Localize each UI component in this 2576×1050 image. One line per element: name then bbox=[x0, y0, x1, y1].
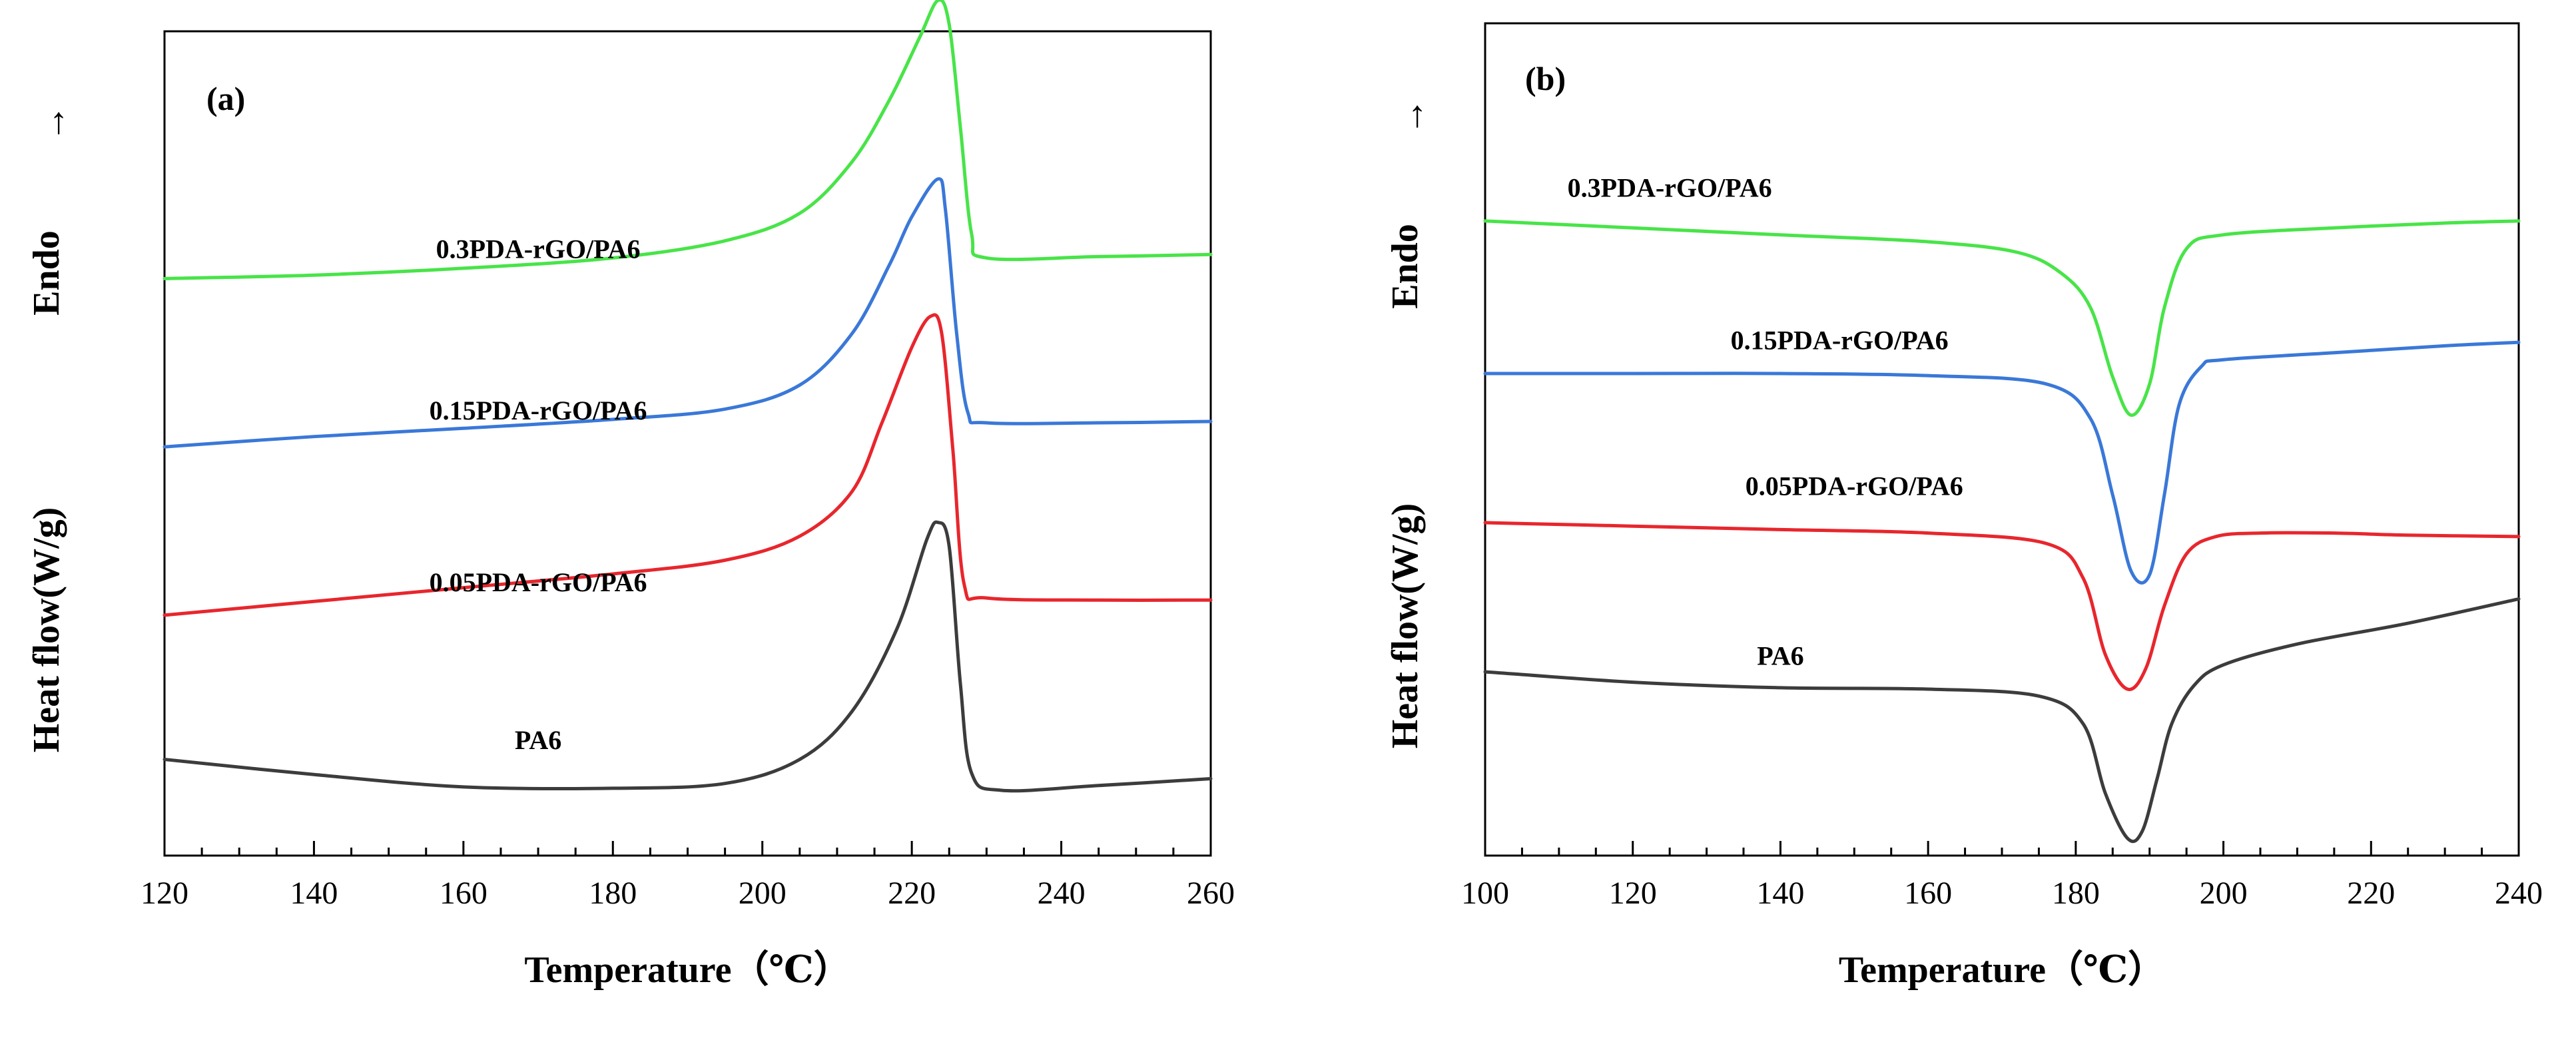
series-line-0-15pda-rgo-pa6 bbox=[1483, 340, 2521, 585]
x-tick-label: 180 bbox=[2052, 876, 2100, 911]
x-tick-label: 180 bbox=[589, 876, 637, 911]
y-axis-title: Heat flow(W/g) bbox=[1385, 503, 1426, 749]
series-line-0-05pda-rgo-pa6 bbox=[1483, 521, 2521, 691]
series-line-0-15pda-rgo-pa6 bbox=[162, 177, 1213, 449]
x-tick-label: 140 bbox=[290, 876, 338, 911]
x-tick-label: 200 bbox=[2200, 876, 2248, 911]
x-tick-label: 220 bbox=[2347, 876, 2395, 911]
series-label-0-3pda-rgo-pa6: 0.3PDA-rGO/PA6 bbox=[1568, 172, 1772, 202]
series-label-0-15pda-rgo-pa6: 0.15PDA-rGO/PA6 bbox=[430, 395, 647, 425]
x-axis-title: Temperature（℃） bbox=[1839, 949, 2165, 991]
x-tick-label: 240 bbox=[2495, 876, 2543, 911]
x-tick-label: 120 bbox=[141, 876, 188, 911]
series-label-pa6: PA6 bbox=[515, 725, 561, 755]
x-tick-label: 260 bbox=[1187, 876, 1235, 911]
series-line-pa6 bbox=[162, 520, 1213, 793]
plot-frame bbox=[1484, 22, 2520, 857]
panel-b: 100 120 140 160 180 200 220 240 Temperature（℃） He… bbox=[1385, 22, 2543, 991]
endo-arrow: ↑ bbox=[49, 101, 68, 142]
x-tick-label: 200 bbox=[739, 876, 787, 911]
x-tick-label: 240 bbox=[1038, 876, 1086, 911]
series-label-0-15pda-rgo-pa6: 0.15PDA-rGO/PA6 bbox=[1731, 326, 1949, 356]
endo-label: Endo bbox=[26, 230, 67, 316]
panel-label: (b) bbox=[1525, 60, 1566, 97]
series-label-pa6: PA6 bbox=[1757, 641, 1803, 671]
series-line-0-05pda-rgo-pa6 bbox=[162, 313, 1213, 617]
series-label-0-05pda-rgo-pa6: 0.05PDA-rGO/PA6 bbox=[1746, 471, 1963, 501]
panel-a: 120 140 160 180 200 220 240 260 Temperature（℃） He… bbox=[26, 0, 1235, 991]
x-tick-label: 160 bbox=[440, 876, 487, 911]
panel-label: (a) bbox=[206, 80, 245, 117]
y-axis-title: Heat flow(W/g) bbox=[26, 507, 67, 753]
x-tick-label: 120 bbox=[1609, 876, 1657, 911]
series-line-0-3pda-rgo-pa6 bbox=[162, 0, 1213, 280]
plot-frame bbox=[163, 30, 1212, 857]
x-tick-label: 220 bbox=[888, 876, 936, 911]
x-tick-label: 100 bbox=[1461, 876, 1509, 911]
x-tick-label: 140 bbox=[1756, 876, 1804, 911]
x-tick-label: 160 bbox=[1904, 876, 1952, 911]
series-line-pa6 bbox=[1483, 597, 2521, 844]
series-line-0-3pda-rgo-pa6 bbox=[1483, 219, 2521, 417]
endo-arrow: ↑ bbox=[1408, 94, 1427, 135]
x-axis-title: Temperature（℃） bbox=[524, 949, 850, 991]
series-label-0-3pda-rgo-pa6: 0.3PDA-rGO/PA6 bbox=[436, 234, 641, 264]
series-label-0-05pda-rgo-pa6: 0.05PDA-rGO/PA6 bbox=[430, 567, 647, 597]
endo-label: Endo bbox=[1385, 224, 1426, 309]
